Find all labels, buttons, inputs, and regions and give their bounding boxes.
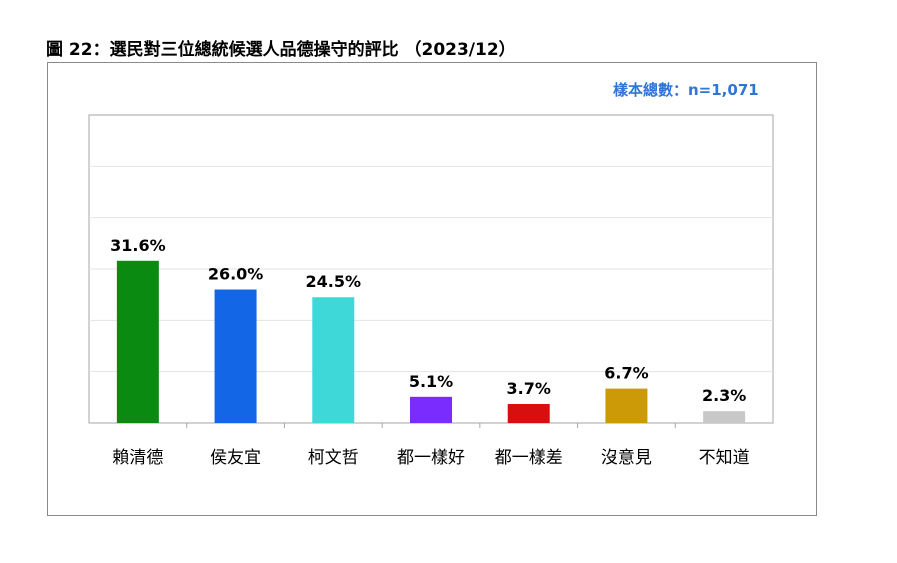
bar-3 [312, 297, 355, 423]
data-label-3: 24.5% [306, 272, 362, 291]
x-tick-label-2: 侯友宜 [210, 448, 261, 468]
x-tick-label-7: 不知道 [699, 448, 750, 468]
x-tick-label-1: 賴清德 [112, 448, 163, 468]
bar-4 [410, 396, 452, 423]
bar-2 [214, 289, 257, 423]
x-tick-label-3: 柯文哲 [308, 448, 359, 468]
data-label-2: 26.0% [208, 265, 264, 284]
bar-1 [116, 260, 159, 423]
data-label-6: 6.7% [604, 364, 648, 383]
data-label-7: 2.3% [702, 386, 746, 405]
sample-size-note: 樣本總數：n=1,071 [613, 81, 759, 99]
x-tick-label-4: 都一樣好 [397, 448, 465, 468]
x-tick-label-5: 都一樣差 [495, 448, 563, 468]
data-label-4: 5.1% [409, 372, 453, 391]
bar-5 [507, 404, 550, 423]
bar-7 [703, 411, 746, 423]
data-label-1: 31.6% [110, 236, 166, 255]
chart-title: 圖 22：選民對三位總統候選人品德操守的評比 （2023/12） [46, 40, 516, 60]
x-tick-label-6: 沒意見 [601, 448, 652, 468]
data-label-5: 3.7% [507, 379, 551, 398]
bar-6 [605, 388, 648, 423]
chart-frame [47, 62, 817, 516]
